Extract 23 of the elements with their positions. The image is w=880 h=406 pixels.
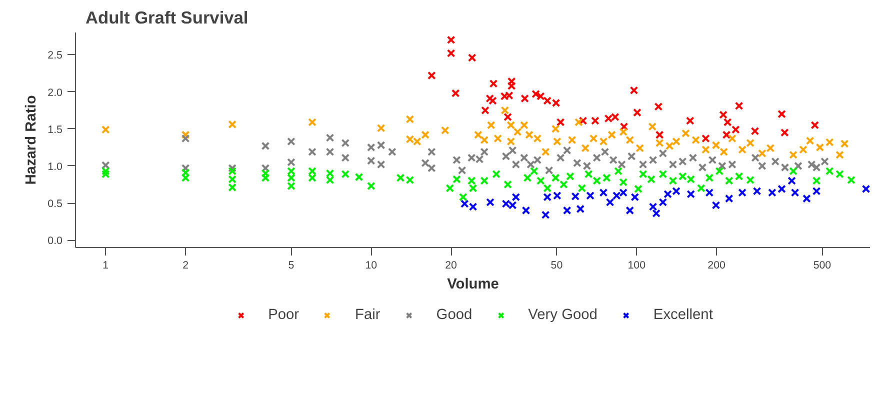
chart-title: Adult Graft Survival <box>86 8 248 28</box>
y-tick-label: 0.5 <box>48 198 63 210</box>
x-tick-label: 2 <box>182 260 189 272</box>
x-tick-label: 50 <box>550 260 563 272</box>
legend-label: Excellent <box>653 307 713 323</box>
x-tick-label: 10 <box>365 260 378 272</box>
x-tick-label: 100 <box>628 260 646 272</box>
x-tick-label: 200 <box>708 260 726 272</box>
x-tick-label: 1 <box>102 260 109 272</box>
legend-label: Good <box>436 307 472 323</box>
y-axis-title: Hazard Ratio <box>24 95 40 185</box>
y-tick-label: 1.0 <box>48 160 63 173</box>
y-tick-label: 2.5 <box>48 50 63 62</box>
legend-label: Fair <box>355 307 380 323</box>
x-tick-label: 20 <box>445 260 458 272</box>
y-tick-label: 0.0 <box>48 235 63 248</box>
legend-label: Poor <box>268 307 300 323</box>
x-axis-title: Volume <box>447 276 499 292</box>
legend-label: Very Good <box>528 307 598 323</box>
x-tick-label: 5 <box>288 260 294 272</box>
x-tick-label: 500 <box>813 260 832 272</box>
y-tick-label: 2.0 <box>48 86 63 99</box>
y-tick-label: 1.5 <box>48 124 63 136</box>
